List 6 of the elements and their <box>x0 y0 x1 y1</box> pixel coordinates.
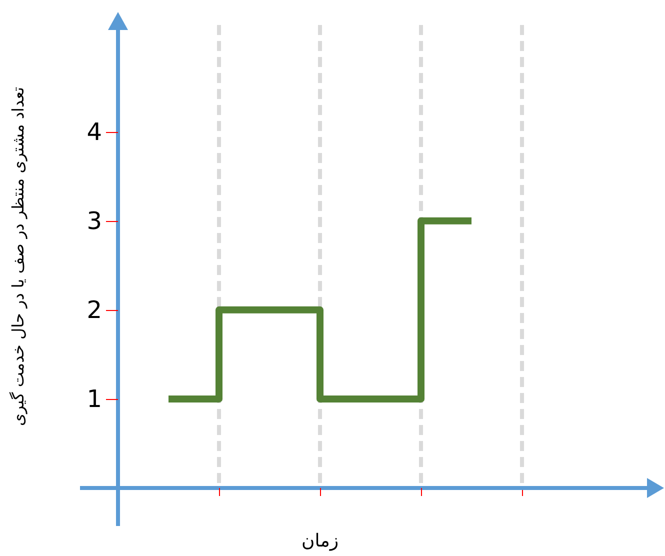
y-tick-label: 2 <box>86 296 102 324</box>
x-axis-title: زمان <box>301 530 339 552</box>
y-tick-label: 1 <box>86 384 102 413</box>
y-tick-label: 3 <box>86 206 102 235</box>
y-tick-label: 4 <box>86 118 102 146</box>
y-axis-title: تعداد مشتری منتظر در صف یا در حال خدمت گیری <box>8 86 28 426</box>
